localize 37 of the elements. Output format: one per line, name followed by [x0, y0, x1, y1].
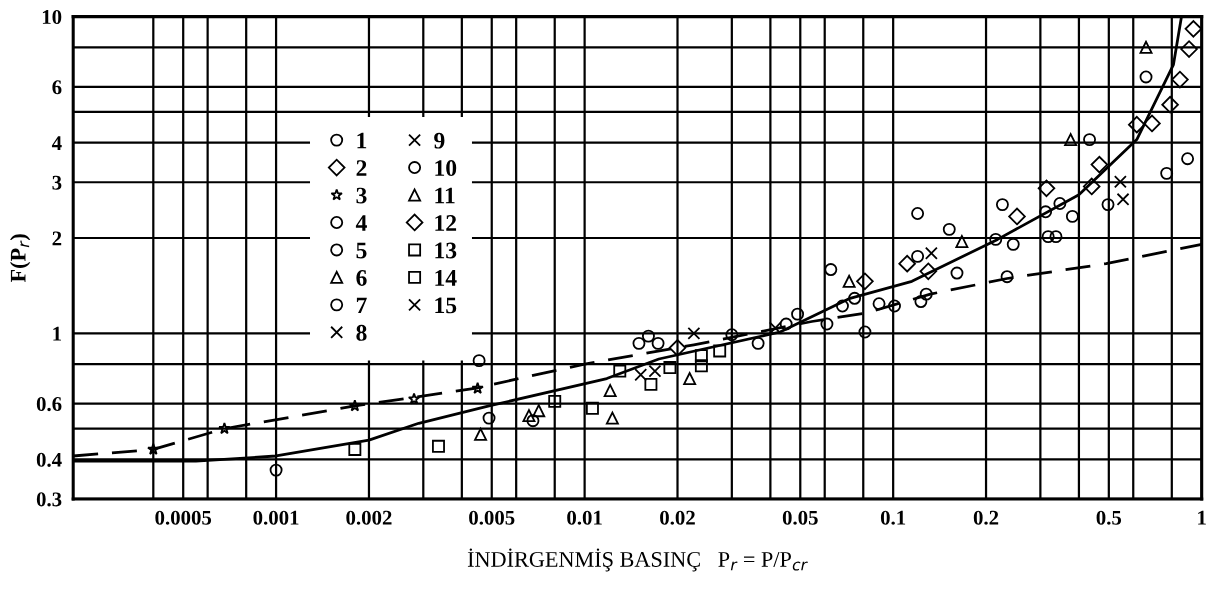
y-tick-label: 10 — [42, 10, 62, 25]
x-tick-label: 0.02 — [660, 510, 695, 525]
x-tick-label: 0.0005 — [155, 510, 212, 525]
x-tick-label: 0.005 — [469, 510, 515, 525]
legend-label: 10 — [435, 160, 457, 177]
legend-label: 13 — [435, 242, 457, 259]
legend-label: 4 — [355, 215, 367, 231]
x-tick-label: 0.001 — [253, 510, 299, 525]
y-tick-label: 0.6 — [36, 396, 62, 412]
legend-label: 14 — [435, 270, 457, 286]
y-tick-label: 0.3 — [36, 492, 62, 507]
x-tick-label: 0.01 — [567, 510, 602, 525]
legend-label: 3 — [356, 187, 367, 204]
legend-label: 15 — [435, 297, 457, 314]
legend-label: 6 — [356, 270, 367, 286]
legend-label: 5 — [356, 242, 367, 259]
legend-label: 8 — [356, 324, 367, 341]
legend-label: 9 — [434, 132, 445, 149]
y-tick-label: 4 — [51, 136, 62, 150]
x-tick-label: 0.2 — [973, 510, 999, 525]
legend-label: 7 — [356, 297, 367, 314]
x-tick-label: 0.1 — [880, 510, 906, 525]
y-tick-label: 3 — [52, 175, 62, 190]
legend-label: 11 — [435, 187, 455, 204]
y-tick-label: 2 — [52, 231, 62, 246]
legend-label: 2 — [356, 160, 367, 176]
x-axis-title: İNDİRGENMİŞ BASINÇ P$_{r}$ = P/P$_{cr}$ — [467, 548, 808, 572]
x-tick-label: 0.05 — [782, 510, 818, 525]
y-tick-label: 0.4 — [36, 452, 62, 467]
y-tick-label: 1 — [53, 326, 62, 341]
y-axis-title: F(P$_{r}$) — [10, 234, 31, 283]
legend-label: 12 — [435, 215, 457, 231]
x-tick-label: 1 — [1198, 510, 1206, 525]
x-tick-label: 0.5 — [1096, 510, 1122, 525]
y-tick-label: 6 — [52, 80, 62, 95]
legend-label: 1 — [357, 132, 367, 149]
x-tick-label: 0.002 — [346, 510, 392, 525]
